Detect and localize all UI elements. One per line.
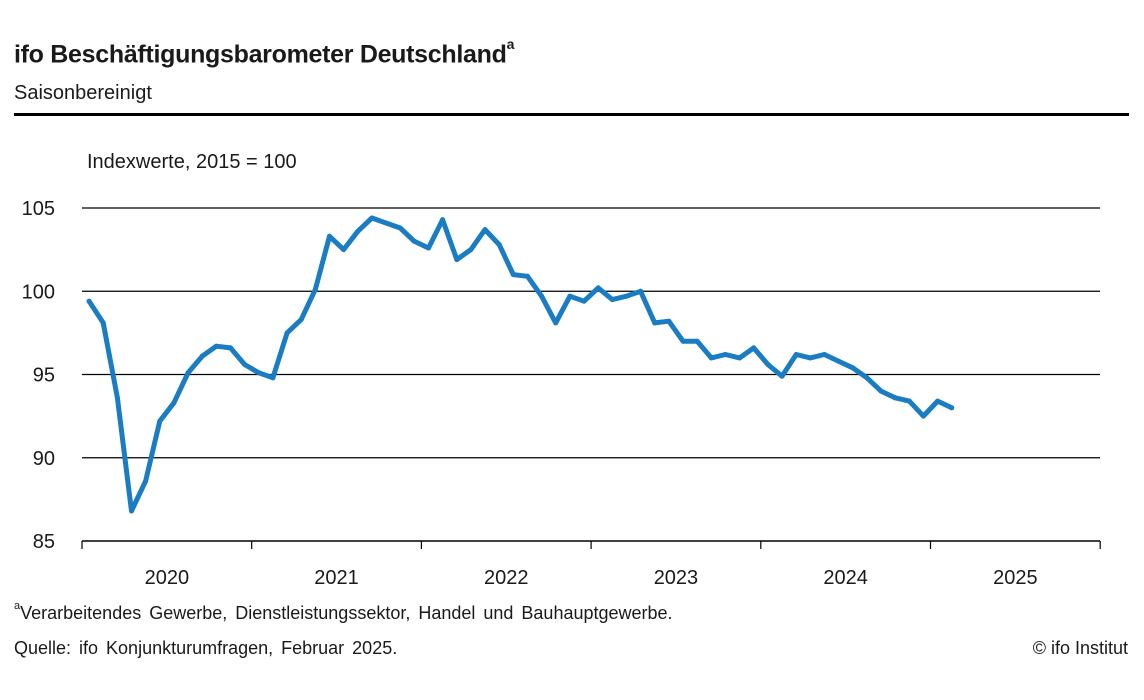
- data-point: [454, 257, 460, 263]
- x-tick-label-2021: 2021: [314, 567, 359, 589]
- data-point: [270, 375, 276, 381]
- data-point: [722, 352, 728, 357]
- footnote-marker: a: [14, 600, 21, 612]
- data-point: [397, 225, 403, 231]
- data-point: [114, 395, 120, 401]
- y-tick-label-95: 95: [33, 365, 55, 387]
- data-point: [185, 370, 191, 376]
- gridlines: [82, 207, 1100, 542]
- data-point: [906, 398, 912, 404]
- footnote: aVerarbeitendes Gewerbe, Dienstleistungs…: [14, 600, 673, 624]
- chart-subtitle: Saisonbereinigt: [14, 82, 152, 104]
- data-point: [624, 293, 629, 299]
- data-point: [708, 355, 714, 361]
- data-point: [383, 220, 389, 226]
- line-chart: Indexwerte, 2015 = 100 85 90 95 100 105 2020…: [22, 151, 1101, 589]
- data-point: [581, 298, 587, 304]
- data-point: [228, 345, 233, 351]
- data-point: [935, 398, 941, 404]
- y-tick-label-105: 105: [22, 198, 55, 220]
- y-tick-label-100: 100: [22, 281, 55, 303]
- data-point: [256, 370, 262, 376]
- data-point: [298, 317, 304, 323]
- x-tick-label-2020: 2020: [145, 567, 190, 589]
- data-point: [864, 375, 870, 381]
- data-point: [143, 478, 149, 484]
- data-point: [199, 353, 205, 359]
- data-point: [242, 362, 248, 367]
- data-point: [737, 355, 743, 361]
- data-point: [949, 405, 955, 411]
- data-point: [850, 365, 856, 371]
- data-point: [369, 215, 375, 221]
- data-point: [312, 287, 318, 293]
- data-point: [482, 227, 488, 233]
- data-point: [680, 338, 686, 344]
- data-point: [878, 388, 884, 394]
- data-point: [765, 362, 771, 367]
- data-point: [567, 293, 573, 299]
- data-point: [751, 345, 757, 351]
- data-point: [157, 418, 163, 424]
- data-point: [129, 508, 134, 514]
- series-line-0: [86, 215, 955, 514]
- data-point: [341, 247, 347, 253]
- chart-title: ifo Beschäftigungsbarometer Deutschlanda: [14, 36, 514, 69]
- data-point: [411, 238, 417, 244]
- title-footnote-marker: a: [506, 36, 515, 52]
- data-point: [666, 318, 672, 324]
- series-layer: [86, 215, 955, 514]
- data-point: [652, 320, 658, 326]
- footnote-text: Verarbeitendes Gewerbe, Dienstleistungss…: [20, 603, 673, 623]
- copyright-note: © ifo Institut: [1032, 638, 1128, 658]
- data-point: [920, 413, 926, 419]
- y-tick-labels: 85 90 95 100 105: [22, 198, 55, 553]
- y-tick-label-85: 85: [33, 531, 55, 553]
- data-point: [779, 373, 785, 379]
- y-axis-unit-label: Indexwerte, 2015 = 100: [87, 151, 297, 173]
- data-point: [86, 298, 92, 304]
- data-point: [694, 338, 700, 344]
- x-axis: 2020 2021 2022 2023 2024 2025: [81, 541, 1101, 589]
- source-note: Quelle: ifo Konjunkturumfragen, Februar …: [14, 638, 398, 658]
- data-point: [539, 293, 545, 299]
- x-tick-label-2023: 2023: [654, 567, 699, 589]
- data-point: [510, 272, 516, 278]
- title-divider: [14, 113, 1129, 116]
- data-point: [355, 228, 361, 234]
- data-point: [821, 352, 827, 357]
- chart-title-text: ifo Beschäftigungsbarometer Deutschland: [14, 40, 507, 69]
- data-point: [440, 217, 446, 223]
- data-point: [468, 247, 474, 253]
- x-tick-label-2022: 2022: [484, 567, 529, 589]
- data-point: [807, 355, 813, 361]
- data-point: [213, 343, 219, 349]
- data-point: [284, 330, 290, 336]
- data-point: [327, 233, 332, 239]
- data-point: [496, 242, 502, 248]
- x-tick-label-2025: 2025: [993, 567, 1038, 589]
- data-point: [836, 358, 842, 364]
- data-point: [171, 400, 177, 406]
- data-point: [100, 320, 106, 326]
- y-tick-label-90: 90: [33, 448, 55, 470]
- data-point: [595, 285, 601, 291]
- data-point: [426, 245, 431, 251]
- data-point: [638, 288, 644, 294]
- data-point: [525, 273, 530, 279]
- x-tick-label-2024: 2024: [823, 567, 868, 589]
- data-point: [892, 395, 898, 401]
- data-point: [553, 320, 559, 326]
- data-point: [609, 297, 615, 303]
- data-point: [793, 352, 799, 357]
